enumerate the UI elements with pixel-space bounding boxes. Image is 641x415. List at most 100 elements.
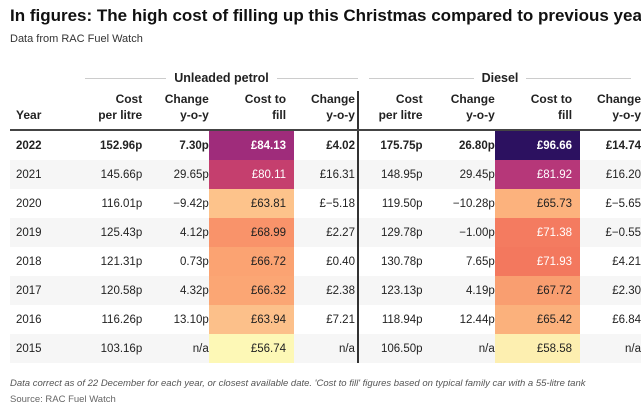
cell-p-fchg: £4.02 bbox=[294, 130, 359, 160]
cell-year: 2017 bbox=[10, 276, 84, 305]
cell-p-chg: 0.73p bbox=[180, 255, 209, 268]
column-header: Change y-o-y bbox=[422, 91, 495, 131]
group-label: Unleaded petrol bbox=[174, 71, 269, 85]
cell-p-cost: 103.16p bbox=[83, 334, 143, 363]
cell-d-cost: 118.94p bbox=[381, 313, 423, 326]
cell-p-fchg: £2.27 bbox=[294, 218, 359, 247]
chart-title: In figures: The high cost of filling up … bbox=[10, 6, 641, 25]
table-row: 2016 116.26p 13.10p £63.94 £7.21 118.94p 12.44… bbox=[10, 305, 641, 334]
cell-d-fchg: £6.84 bbox=[612, 313, 641, 326]
cell-d-chg: 4.19p bbox=[422, 276, 495, 305]
fuel-cost-table: Year Cost per litre Change y-o-y Cost to fill C… bbox=[10, 91, 641, 363]
cell-p-chg: 4.32p bbox=[142, 276, 209, 305]
cell-p-chg: 29.65p bbox=[142, 160, 209, 189]
cell-year: 2022 bbox=[16, 139, 42, 152]
cell-p-cost: 116.01p bbox=[101, 197, 143, 210]
column-header: Cost to fill bbox=[494, 91, 581, 131]
cell-d-fill: £71.38 bbox=[494, 218, 581, 247]
cell-p-fchg: £−5.18 bbox=[294, 189, 359, 218]
cell-p-fill: £63.94 bbox=[208, 305, 295, 334]
column-header: Cost to fill bbox=[208, 91, 295, 131]
cell-d-chg: 7.65p bbox=[465, 255, 495, 268]
table-row: 2020 116.01p −9.42p £63.81 £−5.18 119.50p −10.… bbox=[10, 189, 641, 218]
column-header: Cost per litre bbox=[83, 91, 143, 131]
source-note: Source: RAC Fuel Watch bbox=[10, 394, 116, 405]
cell-p-fill: £84.13 bbox=[208, 130, 295, 160]
cell-p-cost: 125.43p bbox=[83, 218, 143, 247]
cell-d-cost: 129.78p bbox=[357, 218, 423, 247]
group-header-petrol: Unleaded petrol bbox=[85, 70, 358, 86]
cell-d-chg: 26.80p bbox=[458, 139, 495, 152]
divider bbox=[369, 77, 474, 79]
cell-year: 2021 bbox=[10, 160, 84, 189]
cell-d-fill: £65.73 bbox=[494, 189, 581, 218]
cell-d-fchg: n/a bbox=[580, 334, 641, 363]
group-header-diesel: Diesel bbox=[369, 70, 631, 86]
cell-p-cost: 120.58p bbox=[83, 276, 143, 305]
cell-d-fill: £67.72 bbox=[494, 276, 581, 305]
cell-d-fchg: £16.20 bbox=[580, 160, 641, 189]
cell-year: 2018 bbox=[16, 255, 42, 268]
cell-d-fill: £81.92 bbox=[494, 160, 581, 189]
table-row: 2021 145.66p 29.65p £80.11 £16.31 148.95p 29.4… bbox=[10, 160, 641, 189]
cell-year: 2020 bbox=[16, 197, 42, 210]
cell-p-cost: 152.96p bbox=[100, 139, 143, 152]
cell-d-fchg: £4.21 bbox=[612, 255, 641, 268]
cell-p-fchg: £2.38 bbox=[294, 276, 359, 305]
cell-p-fchg: n/a bbox=[294, 334, 359, 363]
cell-p-fchg: £0.40 bbox=[294, 247, 359, 276]
cell-p-chg: 7.30p bbox=[179, 139, 209, 152]
cell-d-chg: −1.00p bbox=[422, 218, 495, 247]
cell-d-fchg: £−0.55 bbox=[580, 218, 641, 247]
column-header: Cost per litre bbox=[357, 91, 423, 131]
cell-p-chg: −9.42p bbox=[173, 197, 209, 210]
cell-p-fchg: £7.21 bbox=[294, 305, 359, 334]
cell-year: 2019 bbox=[10, 218, 84, 247]
group-label: Diesel bbox=[481, 71, 519, 85]
cell-d-cost: 148.95p bbox=[357, 160, 423, 189]
cell-p-fchg: £16.31 bbox=[294, 160, 359, 189]
cell-d-chg: n/a bbox=[422, 334, 495, 363]
cell-d-fill: £96.66 bbox=[494, 130, 581, 160]
cell-p-chg: 4.12p bbox=[142, 218, 209, 247]
cell-d-fchg: £2.30 bbox=[580, 276, 641, 305]
divider bbox=[526, 77, 631, 79]
table-row: 2015 103.16p n/a £56.74 n/a 106.50p n/a £58.58 n… bbox=[10, 334, 641, 363]
table-row: 2019 125.43p 4.12p £68.99 £2.27 129.78p −1.00p… bbox=[10, 218, 641, 247]
cell-p-fill: £80.11 bbox=[208, 160, 295, 189]
cell-p-fill: £66.32 bbox=[208, 276, 295, 305]
column-header: Change y-o-y bbox=[142, 91, 209, 131]
cell-d-cost: 130.78p bbox=[381, 255, 423, 268]
divider bbox=[276, 77, 358, 79]
cell-p-fill: £63.81 bbox=[208, 189, 295, 218]
cell-d-cost: 106.50p bbox=[357, 334, 423, 363]
footnote: Data correct as of 22 December for each … bbox=[10, 378, 586, 389]
cell-d-cost: 175.75p bbox=[380, 139, 423, 152]
cell-d-chg: −10.28p bbox=[452, 197, 495, 210]
chart-subtitle: Data from RAC Fuel Watch bbox=[10, 33, 143, 45]
cell-d-fill: £71.93 bbox=[494, 247, 581, 276]
cell-d-fchg: £−5.65 bbox=[605, 197, 641, 210]
cell-d-fill: £58.58 bbox=[494, 334, 581, 363]
cell-p-fill: £68.99 bbox=[208, 218, 295, 247]
cell-p-chg: 13.10p bbox=[173, 313, 209, 326]
cell-d-fill: £65.42 bbox=[494, 305, 581, 334]
cell-p-fill: £66.72 bbox=[208, 247, 295, 276]
table-row: 2018 121.31p 0.73p £66.72 £0.40 130.78p 7.65p £… bbox=[10, 247, 641, 276]
cell-d-cost: 123.13p bbox=[357, 276, 423, 305]
cell-d-chg: 12.44p bbox=[459, 313, 495, 326]
column-header: Change y-o-y bbox=[580, 91, 641, 131]
column-header: Year bbox=[10, 91, 84, 131]
cell-p-chg: n/a bbox=[142, 334, 209, 363]
cell-d-cost: 119.50p bbox=[381, 197, 423, 210]
column-header: Change y-o-y bbox=[294, 91, 359, 131]
cell-d-chg: 29.45p bbox=[422, 160, 495, 189]
cell-p-fill: £56.74 bbox=[208, 334, 295, 363]
cell-year: 2015 bbox=[10, 334, 84, 363]
cell-d-fchg: £14.74 bbox=[605, 139, 641, 152]
cell-p-cost: 121.31p bbox=[100, 255, 143, 268]
cell-p-cost: 145.66p bbox=[83, 160, 143, 189]
table-row: 2022 152.96p 7.30p £84.13 £4.02 175.75p 26.80p… bbox=[10, 130, 641, 160]
table-row: 2017 120.58p 4.32p £66.32 £2.38 123.13p 4.19p £… bbox=[10, 276, 641, 305]
cell-p-cost: 116.26p bbox=[101, 313, 143, 326]
